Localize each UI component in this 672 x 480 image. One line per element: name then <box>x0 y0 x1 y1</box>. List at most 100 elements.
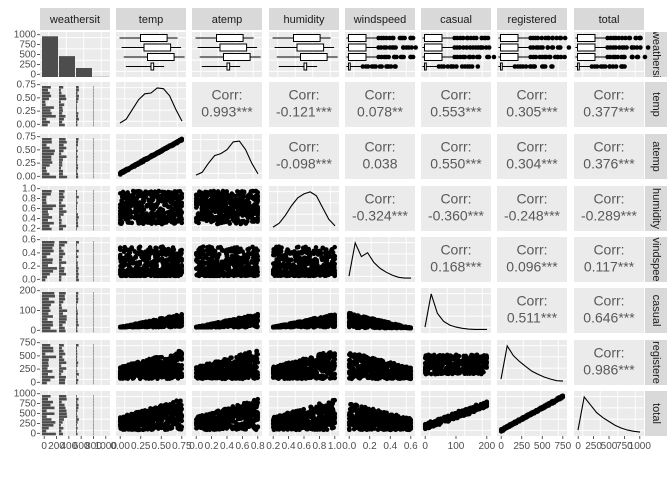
scatter-point <box>129 164 135 169</box>
scatter-point <box>219 248 225 253</box>
facet-histogram-bar <box>93 318 94 321</box>
scatter-point <box>237 260 243 265</box>
facet-histogram-bar <box>42 201 47 205</box>
facet-histogram-bar <box>93 123 94 127</box>
scatter-point <box>221 204 227 210</box>
facet-histogram-bar <box>76 167 78 170</box>
facet-histogram-bar <box>59 309 68 312</box>
boxplot-outlier <box>634 45 640 50</box>
facet-histogram-bar <box>42 106 54 109</box>
boxplot-outlier <box>539 35 545 41</box>
facet-histogram-bar <box>59 306 62 310</box>
scatter-point <box>123 205 128 210</box>
scatter-point <box>124 196 130 201</box>
column-strip-label: total <box>599 14 620 26</box>
facet-histogram-bar <box>42 198 47 202</box>
facet-histogram-bar <box>42 169 47 173</box>
facet-histogram-bar <box>76 204 77 208</box>
correlation-panel <box>574 134 644 179</box>
facet-histogram-bar <box>93 309 94 312</box>
facet-histogram-bar <box>59 210 67 213</box>
boxplot-outlier <box>408 35 413 41</box>
correlation-panel <box>345 82 415 127</box>
boxplot-outlier <box>530 45 536 50</box>
boxplot-outlier <box>373 64 378 69</box>
facet-histogram-bar <box>42 300 55 304</box>
scatter-point <box>159 256 165 261</box>
scatter-point <box>223 193 228 199</box>
facet-histogram-bar <box>93 303 94 307</box>
scatter-point <box>300 250 306 255</box>
scatter-point <box>233 271 238 277</box>
scatter-point <box>332 318 337 324</box>
facet-histogram-bar <box>76 138 79 141</box>
scatter-point <box>119 258 125 263</box>
scatter-point <box>136 193 141 199</box>
scatter-point <box>207 247 213 253</box>
facet-histogram-bar <box>93 204 94 208</box>
boxplot-outlier <box>602 64 608 69</box>
facet-histogram-bar <box>42 204 56 208</box>
facet-histogram-bar <box>93 140 94 144</box>
facet-histogram-bar <box>59 149 64 153</box>
scatter-point <box>138 218 144 224</box>
facet-histogram-bar <box>76 278 79 282</box>
facet-histogram-bar <box>59 303 62 307</box>
facet-histogram-bar <box>76 161 78 164</box>
corr-label: Corr: <box>364 139 395 155</box>
facet-histogram-bar <box>76 246 77 250</box>
histogram-bar <box>42 36 58 77</box>
boxplot-outlier <box>384 35 389 41</box>
scatter-point <box>178 195 184 200</box>
facet-histogram-bar <box>42 306 50 310</box>
boxplot-outlier <box>637 35 642 41</box>
facet-histogram-bar <box>76 297 79 301</box>
boxplot-outlier <box>385 64 391 69</box>
facet-histogram-bar <box>93 241 94 244</box>
facet-histogram-bar <box>76 275 79 279</box>
scatter-point <box>117 205 123 210</box>
scatter-point <box>208 218 214 224</box>
facet-histogram-bar <box>42 224 50 228</box>
facet-histogram-bar <box>76 309 78 312</box>
scatter-point <box>210 272 216 278</box>
corr-label: Corr: <box>288 87 319 103</box>
boxplot-outlier <box>627 35 633 41</box>
facet-histogram-bar <box>42 210 48 213</box>
facet-histogram-bar <box>59 117 64 121</box>
facet-histogram-bar <box>59 152 62 156</box>
scatter-point <box>121 249 127 255</box>
scatter-point <box>327 313 333 318</box>
facet-histogram-bar <box>59 123 65 127</box>
facet-histogram-bar <box>59 138 66 141</box>
scatter-point <box>118 170 123 176</box>
scatter-point <box>207 209 213 215</box>
scatter-point <box>207 323 213 329</box>
scatter-point <box>276 244 282 249</box>
facet-histogram-bar <box>42 264 49 267</box>
facet-histogram-bar <box>93 261 94 264</box>
scatter-point <box>173 219 178 225</box>
scatter-point <box>294 245 300 250</box>
facet-histogram-bar <box>93 94 94 98</box>
facet-histogram-bar <box>59 252 66 256</box>
boxplot-outlier <box>555 54 560 60</box>
facet-histogram-bar <box>76 115 79 118</box>
facet-histogram-bar <box>76 88 79 92</box>
facet-histogram-bar <box>59 224 67 228</box>
scatter-point <box>197 247 202 252</box>
facet-histogram-bar <box>59 88 61 92</box>
facet-histogram-bar <box>76 106 78 109</box>
facet-histogram-bar <box>76 155 78 158</box>
facet-histogram-bar <box>93 323 94 327</box>
row-strip-label: vindspee <box>650 237 662 281</box>
scatter-point <box>201 262 206 267</box>
scatter-point <box>193 192 199 198</box>
boxplot-outlier <box>413 45 418 50</box>
corr-value: 0.168*** <box>430 259 482 275</box>
boxplot-outlier <box>607 54 613 60</box>
scatter-point <box>153 264 159 269</box>
facet-histogram-bar <box>93 246 94 250</box>
facet-histogram-bar <box>76 306 77 310</box>
facet-histogram-bar <box>93 103 94 106</box>
